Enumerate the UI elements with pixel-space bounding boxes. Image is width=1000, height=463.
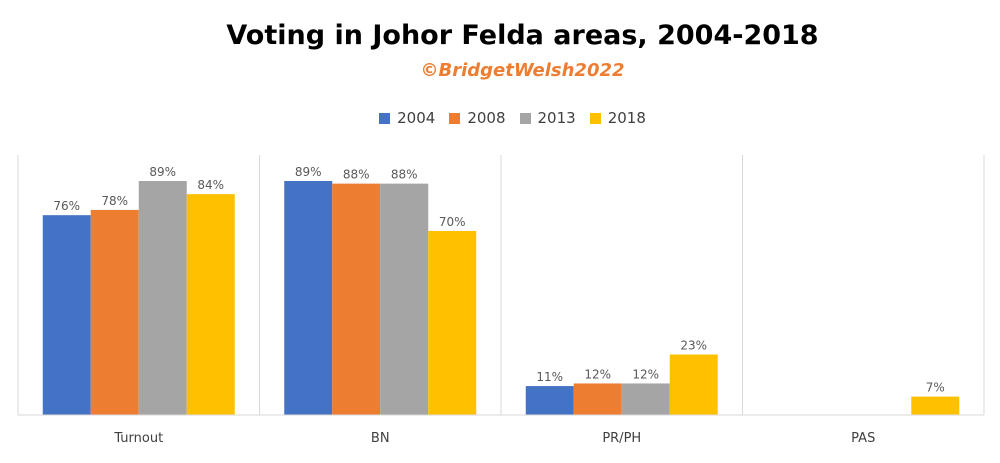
legend-item-2008: 2008 bbox=[449, 109, 506, 127]
category-label: BN bbox=[371, 431, 390, 446]
bar-bn-2018 bbox=[428, 230, 477, 415]
bar-pr-ph-2018 bbox=[669, 354, 718, 415]
bar-turnout-2008 bbox=[90, 209, 139, 415]
bar-pr-ph-2008 bbox=[573, 383, 622, 415]
category-label: PAS bbox=[851, 431, 875, 446]
legend-label: 2018 bbox=[607, 109, 646, 127]
chart-subtitle: ©BridgetWelsh2022 bbox=[420, 60, 625, 81]
bar-pr-ph-2004 bbox=[525, 386, 574, 415]
bar-turnout-2004 bbox=[42, 215, 91, 415]
legend-label: 2013 bbox=[537, 109, 576, 127]
bar-pr-ph-2013 bbox=[621, 383, 670, 415]
data-label: 11% bbox=[536, 370, 563, 384]
labels-layer: 76% 78% 89% 84% Turnout 89% 88% 88% 70% BN 11% 12% 1… bbox=[53, 165, 944, 446]
data-label: 89% bbox=[149, 165, 176, 179]
bar-pas-2018 bbox=[911, 396, 960, 415]
data-label: 88% bbox=[391, 168, 418, 182]
legend-item-2013: 2013 bbox=[519, 109, 576, 127]
chart-title: Voting in Johor Felda areas, 2004-2018 bbox=[226, 20, 819, 51]
legend-item-2004: 2004 bbox=[379, 109, 435, 127]
data-label: 23% bbox=[680, 339, 707, 353]
data-label: 70% bbox=[439, 215, 466, 229]
legend-swatch bbox=[379, 112, 391, 124]
legend-swatch bbox=[589, 112, 601, 124]
data-label: 89% bbox=[295, 165, 322, 179]
data-label: 88% bbox=[343, 168, 370, 182]
data-label: 7% bbox=[926, 381, 945, 395]
bar-turnout-2013 bbox=[138, 181, 187, 415]
category-label: PR/PH bbox=[602, 431, 641, 446]
legend-label: 2004 bbox=[397, 109, 436, 127]
bar-bn-2004 bbox=[284, 181, 333, 415]
data-label: 84% bbox=[197, 178, 224, 192]
data-label: 12% bbox=[584, 367, 611, 381]
legend-swatch bbox=[519, 112, 531, 124]
bar-bn-2008 bbox=[332, 183, 381, 415]
data-label: 12% bbox=[632, 367, 659, 381]
legend-swatch bbox=[449, 112, 461, 124]
legend-label: 2008 bbox=[467, 109, 506, 127]
legend-item-2018: 2018 bbox=[589, 109, 646, 127]
data-label: 78% bbox=[101, 194, 128, 208]
axis-layer bbox=[17, 155, 985, 416]
data-label: 76% bbox=[53, 199, 80, 213]
category-label: Turnout bbox=[113, 431, 163, 446]
bars-layer bbox=[42, 181, 960, 415]
bar-bn-2013 bbox=[380, 183, 429, 415]
bar-turnout-2018 bbox=[186, 194, 235, 415]
legend: 2004 2008 2013 2018 bbox=[0, 109, 1000, 127]
